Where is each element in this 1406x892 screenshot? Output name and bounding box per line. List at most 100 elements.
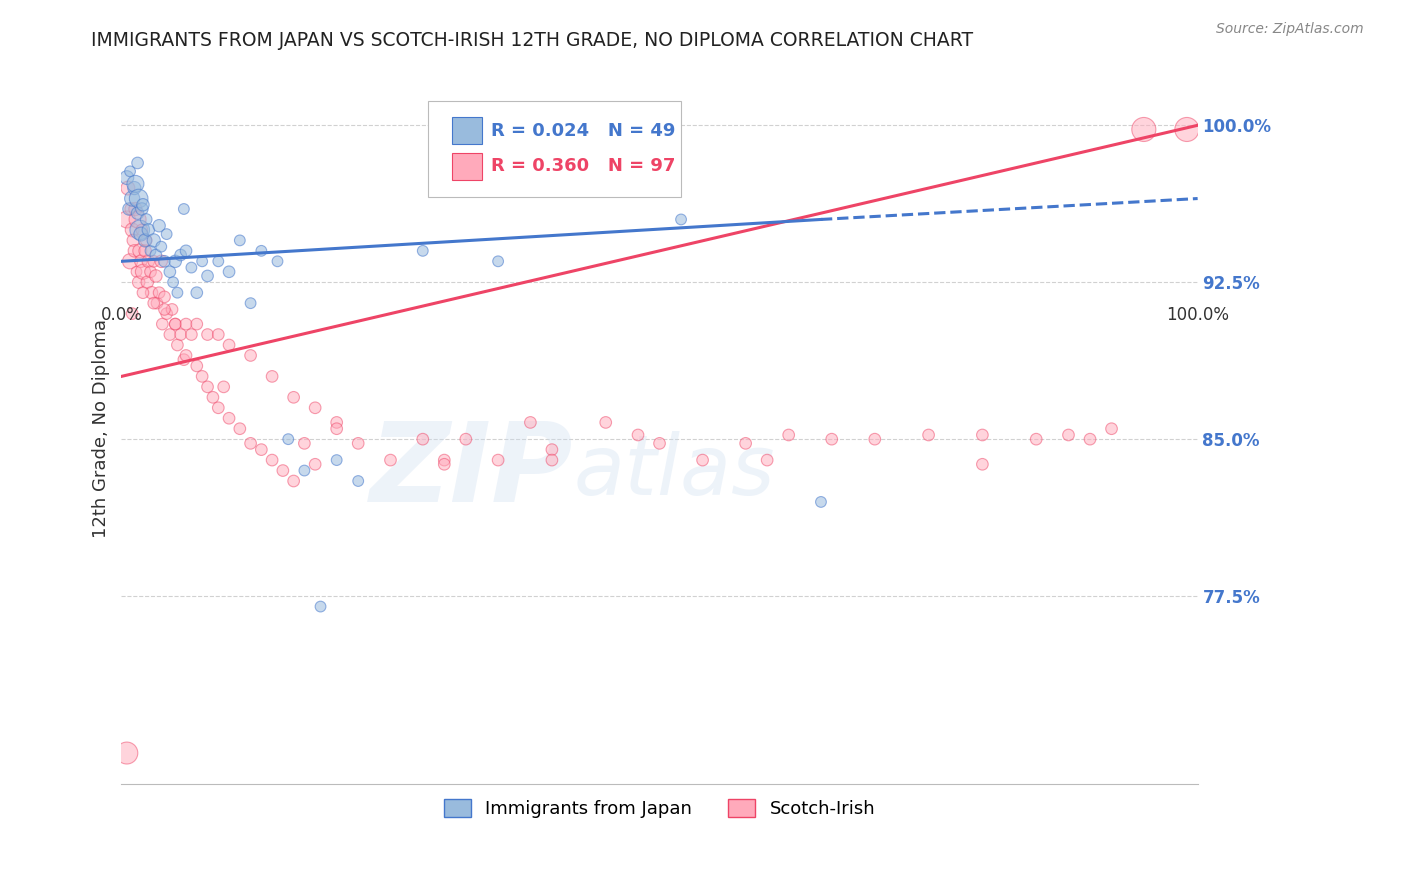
Point: [150, 240, 173, 254]
Point: [239, 349, 262, 363]
Point: [486, 254, 509, 268]
Point: [121, 223, 143, 237]
Point: [122, 233, 145, 247]
Point: [150, 317, 173, 331]
Point: [1175, 122, 1198, 136]
Point: [778, 428, 800, 442]
Point: [153, 290, 176, 304]
Point: [127, 156, 149, 170]
Point: [283, 390, 305, 404]
Point: [174, 244, 197, 258]
Point: [186, 285, 208, 300]
Point: [124, 177, 146, 191]
Point: [148, 219, 170, 233]
Point: [212, 380, 235, 394]
Point: [262, 453, 284, 467]
Point: [146, 296, 169, 310]
Point: [121, 307, 143, 321]
Point: [131, 223, 153, 237]
Point: [169, 248, 191, 262]
Point: [156, 227, 179, 241]
Point: [325, 422, 347, 436]
Text: 0.0%: 0.0%: [100, 306, 142, 324]
Point: [121, 192, 143, 206]
Point: [292, 464, 315, 478]
Point: [347, 474, 370, 488]
Point: [128, 192, 150, 206]
Point: [134, 244, 156, 258]
Text: Source: ZipAtlas.com: Source: ZipAtlas.com: [1216, 22, 1364, 37]
Point: [541, 442, 564, 457]
Point: [169, 327, 191, 342]
Text: ZIP: ZIP: [370, 417, 574, 524]
Point: [115, 212, 138, 227]
Point: [191, 254, 214, 268]
Point: [124, 244, 146, 258]
Point: [218, 265, 240, 279]
Point: [159, 265, 181, 279]
Point: [162, 275, 184, 289]
Point: [304, 401, 326, 415]
Point: [1101, 422, 1123, 436]
Point: [128, 223, 150, 237]
Point: [132, 198, 155, 212]
Point: [124, 202, 146, 216]
Point: [127, 206, 149, 220]
Point: [153, 254, 176, 268]
Point: [1078, 432, 1101, 446]
Text: R = 0.024   N = 49: R = 0.024 N = 49: [491, 121, 675, 140]
Point: [127, 212, 149, 227]
Point: [174, 349, 197, 363]
Point: [810, 495, 832, 509]
Point: [201, 390, 224, 404]
Point: [191, 369, 214, 384]
Point: [141, 285, 163, 300]
Point: [917, 428, 939, 442]
Point: [166, 285, 188, 300]
Point: [1025, 432, 1047, 446]
Text: atlas: atlas: [574, 431, 775, 512]
Point: [160, 302, 183, 317]
FancyBboxPatch shape: [451, 153, 482, 179]
Point: [165, 254, 187, 268]
Point: [118, 164, 141, 178]
Point: [118, 254, 141, 268]
Point: [309, 599, 332, 614]
Point: [454, 432, 477, 446]
Point: [1133, 122, 1156, 136]
Point: [129, 227, 152, 241]
Point: [136, 275, 159, 289]
Point: [142, 254, 165, 268]
Point: [412, 244, 434, 258]
Point: [197, 327, 219, 342]
Point: [1057, 428, 1080, 442]
Point: [128, 244, 150, 258]
Point: [627, 428, 650, 442]
Point: [150, 254, 173, 268]
Point: [173, 352, 195, 367]
Point: [156, 307, 179, 321]
Point: [138, 223, 160, 237]
Point: [433, 457, 456, 471]
Point: [821, 432, 844, 446]
Point: [325, 416, 347, 430]
Point: [115, 170, 138, 185]
Point: [595, 416, 617, 430]
Point: [186, 317, 208, 331]
Point: [180, 260, 202, 275]
Point: [142, 296, 165, 310]
Point: [347, 436, 370, 450]
Point: [180, 327, 202, 342]
Point: [197, 268, 219, 283]
Point: [186, 359, 208, 373]
Point: [165, 317, 187, 331]
Y-axis label: 12th Grade, No Diploma: 12th Grade, No Diploma: [93, 319, 110, 538]
FancyBboxPatch shape: [451, 117, 482, 145]
Point: [134, 233, 156, 247]
Point: [142, 233, 165, 247]
Point: [266, 254, 288, 268]
Point: [135, 212, 157, 227]
Point: [277, 432, 299, 446]
Point: [669, 212, 692, 227]
Point: [734, 436, 756, 450]
